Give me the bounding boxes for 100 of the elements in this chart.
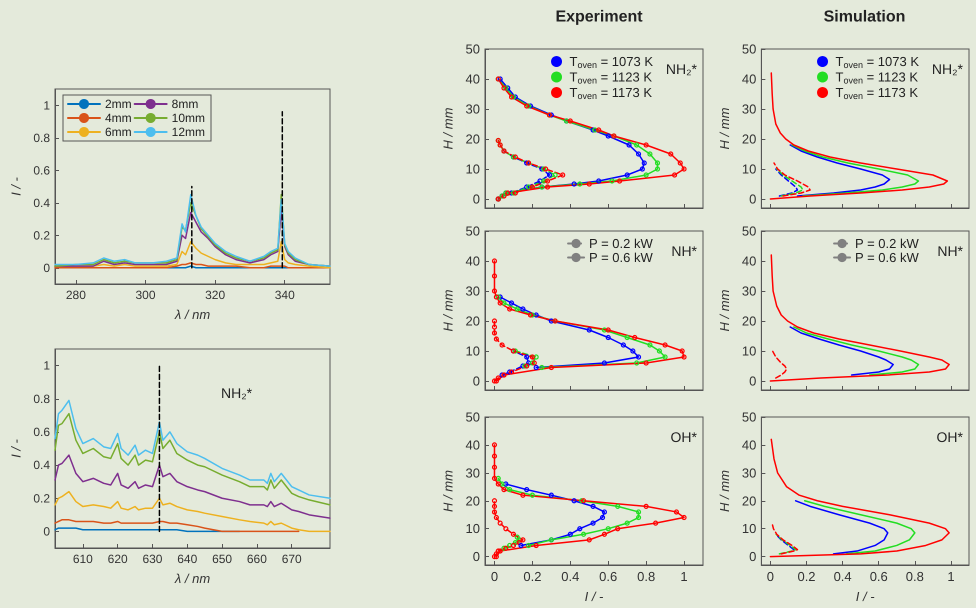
y-tick-label: 10 [742,162,756,176]
annotation: NH* [937,243,964,259]
y-tick-label: 30 [466,102,480,116]
y-tick-label: 0.4 [33,458,50,472]
y-tick-label: 1 [43,98,50,112]
y-tick-label: 10 [742,521,756,536]
x-tick-label: 0.2 [523,569,542,584]
point [530,354,535,360]
line-series [775,168,798,197]
point [586,537,592,542]
y-axis-title: I / - [8,176,24,196]
y-tick-label: 40 [466,437,480,452]
point [534,312,539,318]
line-series [54,454,331,519]
point [503,526,508,532]
line-series [54,519,300,532]
point [668,151,674,157]
x-tick-label: 0.6 [870,569,888,584]
point [572,498,577,504]
chart-title: Experiment [555,8,644,26]
point [508,300,514,306]
point [644,504,649,509]
point [524,354,530,360]
point [507,306,512,312]
y-tick-label: 0.8 [33,130,50,145]
y-tick-label: 0.2 [33,228,50,242]
x-axis-title: λ / nm [174,307,210,322]
point [602,327,608,333]
point [492,318,498,324]
y-tick-label: 10 [742,344,756,358]
point [492,504,498,509]
y-tick-label: 50 [466,224,480,238]
point [654,166,660,172]
y-axis-title: H / mm [717,107,732,150]
y-tick-label: 20 [466,314,480,328]
point [492,273,498,279]
point [492,288,498,294]
point [512,540,518,546]
point [681,354,687,360]
y-tick-label: 30 [466,284,480,298]
point [662,342,668,348]
line-series [54,412,331,506]
x-tick-label: 320 [205,288,226,302]
legend-label: 12mm [172,125,206,139]
legend-label: P = 0.6 kW [855,250,920,265]
point [634,360,640,366]
y-tick-label: 20 [466,493,480,508]
y-tick-label: 0.6 [33,163,50,178]
point [580,532,586,537]
point [586,181,592,187]
point [514,306,520,312]
y-tick-label: 0 [472,192,480,206]
y-axis-title: H / mm [440,470,456,512]
y-tick-label: 50 [466,42,480,56]
x-axis-title: λ / nm [174,571,210,586]
legend-label: P = 0.2 kW [589,236,654,251]
point [681,514,687,520]
y-tick-label: 50 [742,410,756,424]
point [596,127,602,133]
point [548,492,554,498]
y-tick-label: 0 [749,192,756,206]
point [548,364,554,370]
point [498,520,503,526]
annotation: NH₂* [932,61,964,77]
line-series [775,534,795,550]
x-tick-label: 670 [282,552,302,566]
point [606,526,611,532]
point [640,166,645,172]
legend-label: P = 0.6 kW [589,250,654,265]
point [606,133,611,139]
y-tick-label: 10 [466,344,480,358]
y-tick-label: 0 [472,374,480,388]
point [492,509,498,515]
point [634,142,640,148]
point [496,375,501,381]
line-series [791,144,920,197]
y-tick-label: 40 [742,72,756,86]
point [674,509,680,515]
point [524,487,530,492]
point [501,487,507,492]
y-tick-label: 40 [466,72,480,86]
line-series [790,144,890,197]
x-tick-label: 280 [66,288,86,302]
y-axis-title: H / mm [717,470,732,512]
line-series [54,194,331,267]
y-axis-title: H / mm [717,289,732,332]
y-tick-label: 30 [742,102,756,116]
y-tick-label: 30 [742,284,756,298]
y-axis-title: H / mm [440,107,456,150]
point [560,172,566,178]
point [492,498,498,504]
point [590,504,596,509]
point [501,300,507,306]
y-tick-label: 40 [466,254,480,268]
point [602,532,608,537]
point [568,532,573,537]
x-tick-label: 300 [135,288,156,302]
y-tick-label: 0.2 [33,491,50,506]
y-tick-label: 1 [43,358,50,373]
line-series [790,326,894,376]
